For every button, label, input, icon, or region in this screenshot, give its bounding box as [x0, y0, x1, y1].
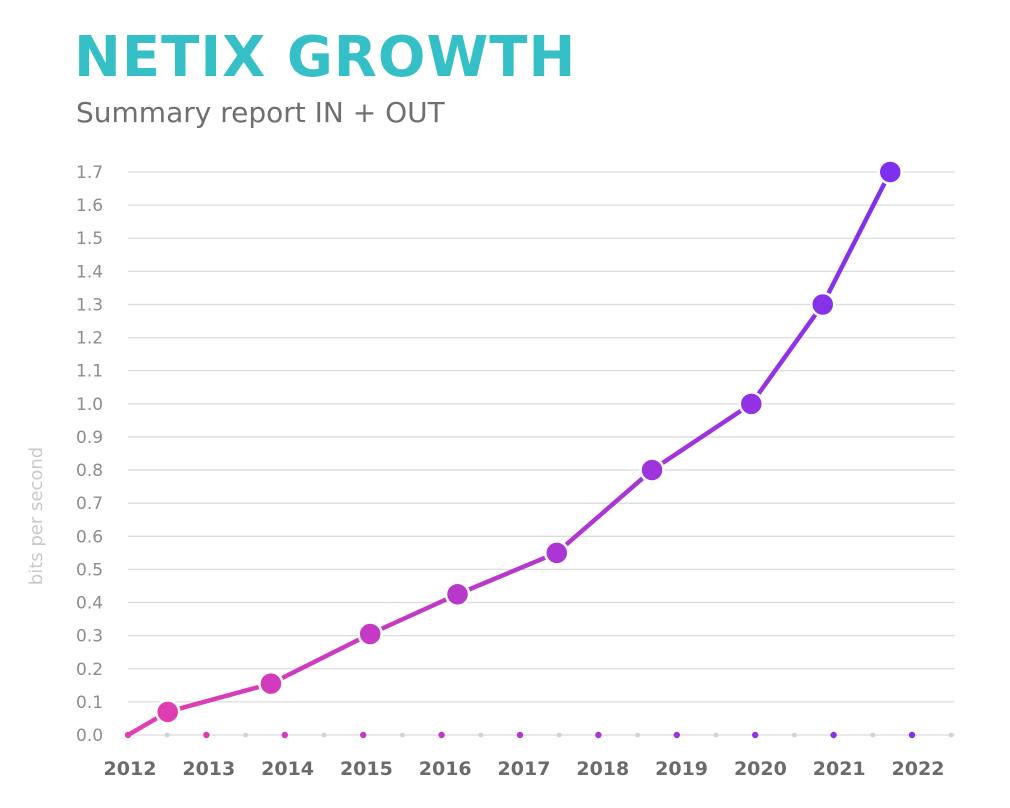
- y-tick-label: 0.7: [76, 494, 103, 514]
- axis-dot: [203, 731, 210, 739]
- axis-dot: [243, 732, 249, 738]
- axis-dot: [164, 732, 170, 738]
- y-tick-label: 1.0: [76, 395, 103, 415]
- x-tick-label: 2016: [419, 758, 472, 780]
- x-tick-label: 2021: [813, 758, 866, 780]
- axis-dot: [673, 731, 680, 739]
- data-point: [877, 159, 903, 185]
- x-tick-label: 2018: [576, 758, 629, 780]
- axis-dot: [635, 732, 640, 738]
- axis-dot: [948, 732, 954, 738]
- y-tick-label: 1.7: [76, 163, 103, 183]
- data-point: [357, 621, 383, 647]
- data-points: [154, 159, 903, 725]
- y-tick-label: 0.3: [76, 627, 103, 647]
- data-point: [154, 699, 181, 725]
- axis-dot: [752, 731, 759, 739]
- axis-dot: [478, 732, 484, 738]
- axis-dot: [792, 732, 797, 738]
- y-tick-label: 0.2: [76, 660, 103, 680]
- data-point: [258, 670, 284, 697]
- axis-dot: [400, 732, 405, 738]
- x-axis-dots: [124, 731, 954, 739]
- x-tick-label: 2020: [734, 758, 787, 780]
- axis-dot: [321, 732, 327, 738]
- axis-dot: [870, 732, 876, 738]
- x-tick-label: 2019: [655, 758, 708, 780]
- y-tick-label: 0.0: [76, 726, 103, 746]
- x-tick-label: 2012: [104, 758, 157, 780]
- y-tick-label: 0.6: [76, 527, 103, 547]
- data-point: [544, 540, 570, 566]
- axis-dot: [595, 731, 602, 739]
- y-tick-label: 1.5: [76, 229, 103, 249]
- y-tick-label: 1.4: [76, 262, 103, 282]
- axis-dot: [713, 732, 719, 738]
- y-tick-label: 1.3: [76, 295, 103, 315]
- axis-dot: [556, 732, 562, 738]
- data-point: [810, 291, 836, 318]
- y-tick-label: 0.5: [76, 560, 103, 580]
- axis-dot: [438, 731, 445, 739]
- y-tick-label: 1.1: [76, 362, 103, 382]
- axis-dot: [281, 731, 288, 739]
- data-point: [639, 457, 665, 483]
- series-line: [125, 169, 893, 738]
- chart-subtitle: Summary report IN + OUT: [76, 96, 445, 129]
- x-tick-label: 2013: [182, 758, 235, 780]
- x-tick-label: 2017: [498, 758, 551, 780]
- x-axis-ticks: 2012 2013 2014 2015 2016 2017 2018 2019 2020 2021…: [104, 758, 945, 780]
- y-tick-label: 0.9: [76, 428, 103, 448]
- axis-dot: [360, 731, 367, 739]
- gridlines: [128, 171, 955, 736]
- x-tick-label: 2015: [340, 758, 393, 780]
- axis-dot: [830, 731, 837, 739]
- y-tick-label: 1.2: [76, 329, 103, 349]
- chart-title: NETIX GROWTH: [74, 25, 577, 90]
- x-tick-label: 2022: [892, 758, 945, 780]
- y-axis-ticks: 0.0 0.1 0.2 0.3 0.4 0.5 0.6 0.7 0.8 0.9 1.0 1.1 1.2 1…: [76, 163, 103, 746]
- y-tick-label: 0.8: [76, 461, 103, 481]
- axis-dot: [908, 731, 916, 739]
- axis-dot: [516, 731, 524, 739]
- y-tick-label: 1.6: [76, 196, 103, 216]
- y-tick-label: 0.1: [76, 693, 103, 713]
- data-point: [738, 391, 765, 417]
- x-tick-label: 2014: [261, 758, 314, 780]
- y-tick-label: 0.4: [76, 594, 103, 614]
- data-point: [444, 581, 471, 607]
- y-axis-label: bits per second: [26, 447, 47, 585]
